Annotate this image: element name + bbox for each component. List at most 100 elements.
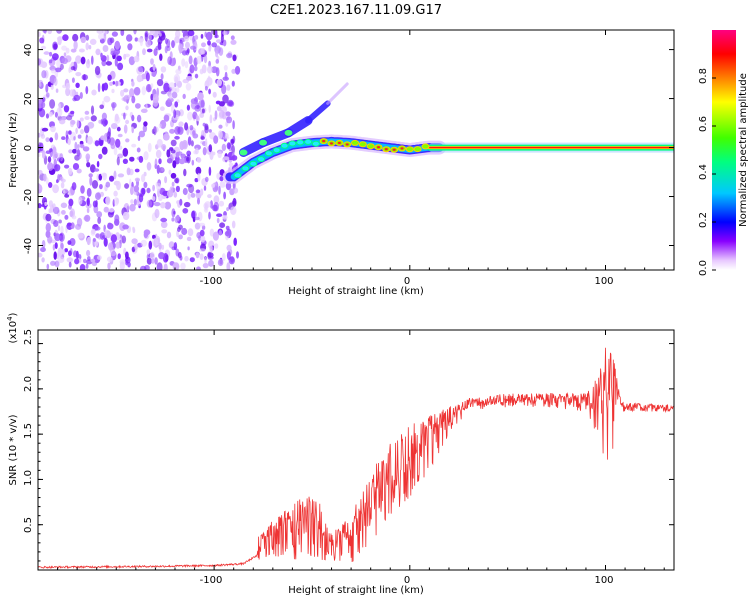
noise-blob xyxy=(80,144,85,149)
noise-blob xyxy=(129,178,132,188)
noise-blob xyxy=(52,53,59,61)
noise-blob xyxy=(46,263,50,270)
noise-blob xyxy=(147,142,152,153)
noise-blob xyxy=(58,102,61,113)
noise-blob xyxy=(218,124,223,129)
colorbar-label: Normalized spectral amplitude xyxy=(738,73,749,227)
trace-hotspot xyxy=(311,140,320,147)
noise-blob xyxy=(86,208,90,213)
noise-blob xyxy=(94,240,99,247)
noise-blob xyxy=(125,119,130,125)
noise-blob xyxy=(190,140,194,147)
noise-blob xyxy=(155,149,162,159)
noise-blob xyxy=(216,217,220,224)
bottom-plot-frame xyxy=(37,329,675,571)
noise-blob xyxy=(185,49,190,56)
bottom-tick-label-x-1: 0 xyxy=(404,575,410,586)
noise-blob xyxy=(143,121,148,127)
noise-blob xyxy=(150,83,154,88)
noise-blob xyxy=(73,136,76,141)
noise-blob xyxy=(86,236,92,246)
noise-blob xyxy=(39,37,45,44)
noise-blob xyxy=(201,64,207,74)
noise-blob xyxy=(43,30,47,34)
noise-blob xyxy=(107,223,114,230)
noise-blob xyxy=(115,241,121,249)
noise-blob xyxy=(66,257,74,263)
noise-blob xyxy=(50,69,57,74)
trace-core xyxy=(376,146,381,149)
noise-blob xyxy=(197,172,201,182)
noise-blob xyxy=(109,81,113,86)
noise-blob xyxy=(101,146,108,155)
noise-blob xyxy=(109,137,115,146)
noise-blob xyxy=(186,157,190,162)
noise-blob xyxy=(208,46,212,52)
noise-blob xyxy=(110,50,116,56)
noise-blob xyxy=(103,237,108,247)
noise-blob xyxy=(58,219,62,224)
noise-blob xyxy=(41,240,46,249)
noise-blob xyxy=(49,137,54,143)
top-axis-ticks xyxy=(38,30,674,270)
noise-blob xyxy=(107,262,111,270)
noise-blob xyxy=(145,39,151,48)
trace-hotspot xyxy=(358,141,367,148)
noise-blob xyxy=(192,130,196,136)
noise-blob xyxy=(94,226,101,231)
noise-blob xyxy=(230,206,237,215)
noise-blob xyxy=(38,153,41,157)
noise-blob xyxy=(136,114,142,123)
noise-blob xyxy=(182,208,189,214)
noise-blob xyxy=(156,79,164,87)
noise-blob xyxy=(174,178,179,184)
noise-blob xyxy=(54,132,59,141)
noise-blob xyxy=(204,85,208,91)
noise-blob xyxy=(138,194,144,203)
noise-blob xyxy=(112,81,116,85)
noise-blob xyxy=(130,199,134,205)
noise-blob xyxy=(50,260,56,266)
noise-blob xyxy=(160,217,168,223)
noise-blob xyxy=(173,109,177,119)
noise-blob xyxy=(137,135,141,142)
noise-blob xyxy=(107,37,113,46)
noise-blob xyxy=(183,168,187,177)
noise-blob xyxy=(151,196,156,201)
noise-blob xyxy=(218,200,225,207)
noise-blob xyxy=(188,55,193,65)
noise-blob xyxy=(71,77,75,83)
noise-blob xyxy=(226,116,233,124)
noise-blob xyxy=(151,258,155,264)
trace-core xyxy=(392,148,396,151)
noise-blob xyxy=(53,251,57,260)
noise-blob xyxy=(158,252,165,260)
noise-blob xyxy=(54,242,58,250)
noise-blob xyxy=(122,211,130,221)
noise-blob xyxy=(45,113,50,119)
noise-blob xyxy=(194,65,198,72)
noise-blob xyxy=(132,226,135,231)
noise-blob xyxy=(91,55,94,65)
noise-blob xyxy=(109,175,115,182)
noise-blob xyxy=(69,210,74,217)
noise-blob xyxy=(55,88,59,93)
noise-blob xyxy=(155,45,162,51)
noise-blob xyxy=(109,250,117,257)
noise-blob xyxy=(38,252,43,258)
noise-blob xyxy=(226,84,231,91)
noise-blob xyxy=(226,251,231,260)
noise-blob xyxy=(138,130,146,138)
noise-blob xyxy=(161,167,165,172)
noise-blob xyxy=(216,106,222,112)
noise-blob xyxy=(140,239,148,247)
noise-blob xyxy=(182,93,186,99)
trace-hotspot xyxy=(351,139,359,146)
noise-blob xyxy=(111,31,118,37)
noise-blob xyxy=(164,38,168,45)
noise-blob xyxy=(166,149,171,158)
noise-blob xyxy=(200,99,205,109)
noise-blob xyxy=(160,202,166,209)
noise-blob xyxy=(96,160,100,168)
